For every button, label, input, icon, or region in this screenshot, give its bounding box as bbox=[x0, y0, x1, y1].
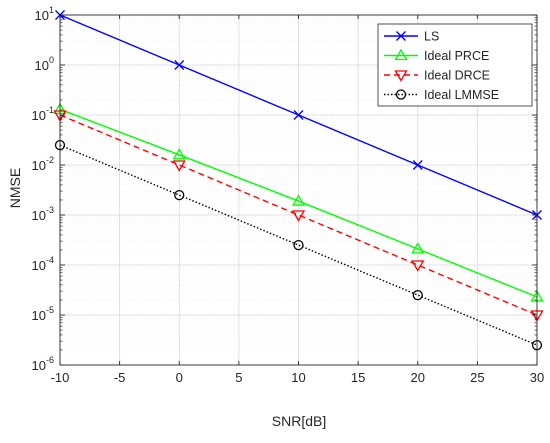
legend-marker bbox=[396, 31, 406, 41]
legend-marker bbox=[395, 89, 407, 100]
x-tick-label: 25 bbox=[470, 370, 484, 385]
data-point-ideal-lmmse bbox=[412, 289, 423, 301]
data-point-ideal-prce bbox=[411, 242, 425, 254]
legend: LS Ideal PRCE Ideal DRCE Ideal LMMSE bbox=[377, 23, 533, 107]
data-point-ls bbox=[412, 160, 423, 170]
x-tick-label: 15 bbox=[351, 370, 365, 385]
legend-marker bbox=[394, 48, 408, 61]
data-point-ideal-drce bbox=[411, 260, 425, 272]
data-point-ideal-prce bbox=[291, 194, 306, 206]
legend-item-ideal-drce: Ideal DRCE bbox=[384, 69, 490, 83]
x-tick-label: -5 bbox=[114, 370, 126, 385]
series-line-ideal-lmmse bbox=[59, 144, 538, 346]
x-tick-label: 10 bbox=[291, 370, 305, 385]
series-line-ideal-drce bbox=[59, 114, 538, 316]
x-tick-label: 0 bbox=[176, 370, 183, 385]
y-tick-label: 10-6 bbox=[32, 355, 54, 373]
y-axis-label: NMSE bbox=[7, 168, 23, 208]
legend-item-ideal-lmmse: Ideal LMMSE bbox=[384, 88, 499, 102]
data-point-ideal-drce bbox=[291, 210, 306, 222]
y-tick-label: 10-3 bbox=[32, 205, 54, 223]
legend-label: LS bbox=[424, 30, 439, 44]
x-tick-label: 30 bbox=[530, 370, 544, 385]
y-tick-label: 10-2 bbox=[32, 155, 54, 173]
legend-label: Ideal PRCE bbox=[424, 49, 489, 63]
y-tick-label: 10-4 bbox=[32, 255, 54, 273]
data-point-ideal-lmmse bbox=[293, 239, 304, 251]
legend-label: Ideal DRCE bbox=[424, 69, 490, 83]
x-tick-label: 5 bbox=[235, 370, 242, 385]
data-point-ideal-prce bbox=[172, 147, 186, 160]
y-tick-label: 10-1 bbox=[32, 105, 54, 123]
legend-marker bbox=[394, 70, 408, 82]
legend-item-ls: LS bbox=[384, 30, 439, 44]
y-tick-label: 10-5 bbox=[32, 305, 54, 323]
data-point-ideal-drce bbox=[172, 160, 186, 172]
series-line-ideal-prce bbox=[59, 108, 538, 298]
y-tick-label: 100 bbox=[35, 55, 54, 73]
legend-label: Ideal LMMSE bbox=[424, 88, 499, 102]
data-point-ideal-lmmse bbox=[174, 189, 185, 201]
data-point-ls bbox=[174, 60, 185, 70]
data-point-ls bbox=[293, 110, 304, 120]
x-tick-label: -10 bbox=[51, 370, 70, 385]
legend-box bbox=[377, 23, 533, 107]
legend-item-ideal-prce: Ideal PRCE bbox=[384, 48, 489, 63]
x-tick-label: 20 bbox=[411, 370, 425, 385]
y-tick-label: 101 bbox=[35, 5, 54, 23]
x-axis-label: SNR[dB] bbox=[272, 413, 326, 429]
